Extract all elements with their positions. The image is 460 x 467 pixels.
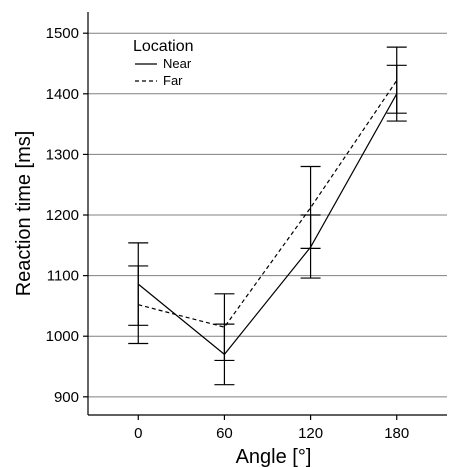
y-tick-label-1300: 1300 <box>46 146 79 163</box>
error-bar-far-120 <box>300 165 321 249</box>
error-bar-far-180 <box>386 46 407 114</box>
x-tick-label-0: 0 <box>134 425 142 442</box>
error-bar-far-0 <box>128 265 149 345</box>
x-axis-title: Angle [°] <box>236 446 312 467</box>
legend: Location Near Far <box>133 38 194 88</box>
y-tick-label-1400: 1400 <box>46 86 79 103</box>
y-axis-title: Reaction time [ms] <box>13 131 35 297</box>
x-tick-label-180: 180 <box>384 425 409 442</box>
y-tick-label-1500: 1500 <box>46 25 79 42</box>
y-tick-label-1100: 1100 <box>47 268 79 285</box>
series-line-far <box>138 80 398 328</box>
series-line-near <box>137 93 398 356</box>
y-tick-label-900: 900 <box>54 389 79 406</box>
x-tick-label-120: 120 <box>298 425 323 442</box>
y-tick-label-1000: 1000 <box>46 328 79 345</box>
grid-lines <box>88 32 447 398</box>
legend-title: Location <box>133 38 194 55</box>
legend-label-far: Far <box>163 73 183 88</box>
x-tick-label-60: 60 <box>216 425 233 442</box>
y-tick-label-1200: 1200 <box>46 207 79 224</box>
axes <box>87 12 447 416</box>
error-bar-far-60 <box>214 293 235 362</box>
tick-layer: 900 1000 1100 1200 1300 1400 1500 0 60 120 180 <box>46 25 410 442</box>
series-layer <box>128 46 407 386</box>
legend-label-near: Near <box>163 56 192 71</box>
